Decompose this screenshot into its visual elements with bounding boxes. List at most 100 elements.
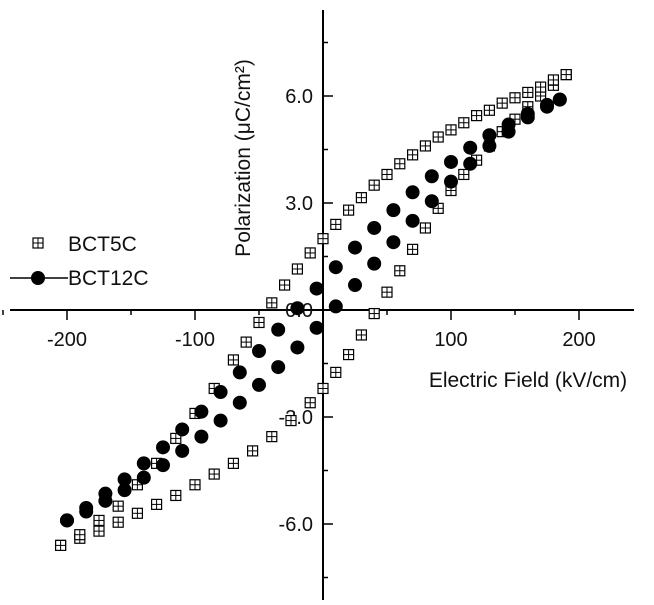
- data-point: [194, 404, 209, 419]
- data-point: [330, 366, 342, 379]
- legend-item-bct5c: BCT5C: [32, 233, 137, 256]
- x-axis-title: Electric Field (kV/cm): [429, 369, 627, 392]
- data-point: [540, 97, 554, 112]
- data-point: [285, 414, 297, 427]
- data-point: [290, 301, 305, 316]
- x-tick-label: 100: [434, 329, 467, 351]
- data-point: [394, 265, 406, 277]
- legend-item-bct12c: BCT12C: [10, 267, 149, 290]
- data-point: [170, 489, 182, 502]
- data-point: [175, 443, 190, 458]
- series-bct12c: [60, 92, 567, 528]
- data-point: [266, 297, 278, 309]
- legend-square-symbol: [32, 237, 44, 249]
- data-point: [317, 382, 329, 395]
- data-point: [290, 340, 305, 355]
- data-point: [367, 220, 382, 235]
- legend-label-bct5c: BCT5C: [68, 233, 137, 256]
- y-tick-label: 3.0: [285, 193, 313, 215]
- data-point: [405, 185, 420, 200]
- data-point: [381, 168, 393, 181]
- data-point: [367, 256, 382, 271]
- data-point: [175, 422, 190, 437]
- data-point: [304, 247, 316, 259]
- data-point: [405, 213, 420, 228]
- data-point: [355, 329, 367, 341]
- data-point: [98, 486, 113, 501]
- data-point: [227, 457, 239, 469]
- data-point: [432, 131, 444, 143]
- data-point: [386, 235, 401, 250]
- data-point: [328, 260, 343, 275]
- data-point: [60, 513, 74, 528]
- x-tick-label: -100: [175, 329, 215, 351]
- data-point: [386, 203, 401, 218]
- legend-marker-circle-filled: [31, 271, 45, 285]
- data-point: [520, 106, 535, 121]
- data-point: [136, 470, 151, 485]
- data-point: [419, 222, 431, 234]
- data-point: [458, 168, 470, 181]
- legend-circle-symbol: [31, 271, 45, 285]
- data-point: [253, 316, 265, 329]
- data-point: [534, 81, 547, 93]
- data-point: [458, 117, 470, 129]
- data-point: [227, 354, 239, 366]
- data-point: [522, 86, 534, 99]
- data-point: [560, 68, 572, 81]
- data-point: [547, 74, 560, 86]
- data-point: [471, 110, 483, 122]
- data-point: [328, 299, 343, 314]
- data-point: [509, 92, 521, 104]
- data-point: [79, 500, 94, 515]
- data-point: [309, 281, 324, 296]
- data-point: [54, 539, 67, 552]
- data-point: [368, 307, 380, 320]
- data-point: [355, 192, 367, 204]
- data-point: [501, 117, 516, 132]
- data-point: [271, 322, 286, 337]
- data-point: [213, 385, 228, 400]
- x-tick-label: -200: [47, 329, 87, 351]
- data-point: [381, 286, 393, 298]
- data-point: [407, 243, 419, 255]
- data-point: [368, 179, 380, 191]
- data-point: [343, 204, 355, 216]
- data-point: [309, 320, 324, 335]
- data-point: [232, 365, 247, 380]
- data-point: [424, 169, 439, 184]
- data-point: [463, 156, 478, 171]
- data-point: [407, 149, 419, 161]
- y-tick-label: 6.0: [285, 86, 313, 108]
- data-point: [136, 456, 151, 471]
- y-axis-title: Polarization (μC/cm²): [232, 59, 255, 257]
- data-point: [74, 529, 86, 541]
- data-point: [445, 124, 457, 136]
- data-point: [496, 97, 508, 109]
- data-point: [343, 348, 355, 361]
- data-point: [348, 278, 362, 293]
- data-point: [266, 431, 278, 443]
- data-point: [424, 194, 439, 209]
- x-axis: -200 -100 100 200: [2, 309, 634, 351]
- data-point: [444, 154, 458, 169]
- data-point: [189, 479, 201, 491]
- data-point: [112, 516, 124, 528]
- data-point: [247, 445, 259, 457]
- data-point: [419, 140, 431, 152]
- data-point: [240, 336, 252, 348]
- data-point: [482, 128, 497, 143]
- x-tick-label: 200: [562, 329, 595, 351]
- data-point: [156, 458, 170, 473]
- data-point: [483, 104, 495, 116]
- data-point: [252, 377, 266, 392]
- legend: BCT5C BCT12C: [10, 233, 149, 290]
- data-point: [93, 525, 105, 537]
- data-point: [156, 440, 170, 455]
- data-point: [444, 174, 458, 189]
- data-point: [552, 92, 567, 107]
- legend-marker-square-crossed: [32, 237, 44, 249]
- data-point: [93, 514, 105, 527]
- data-point: [208, 468, 220, 480]
